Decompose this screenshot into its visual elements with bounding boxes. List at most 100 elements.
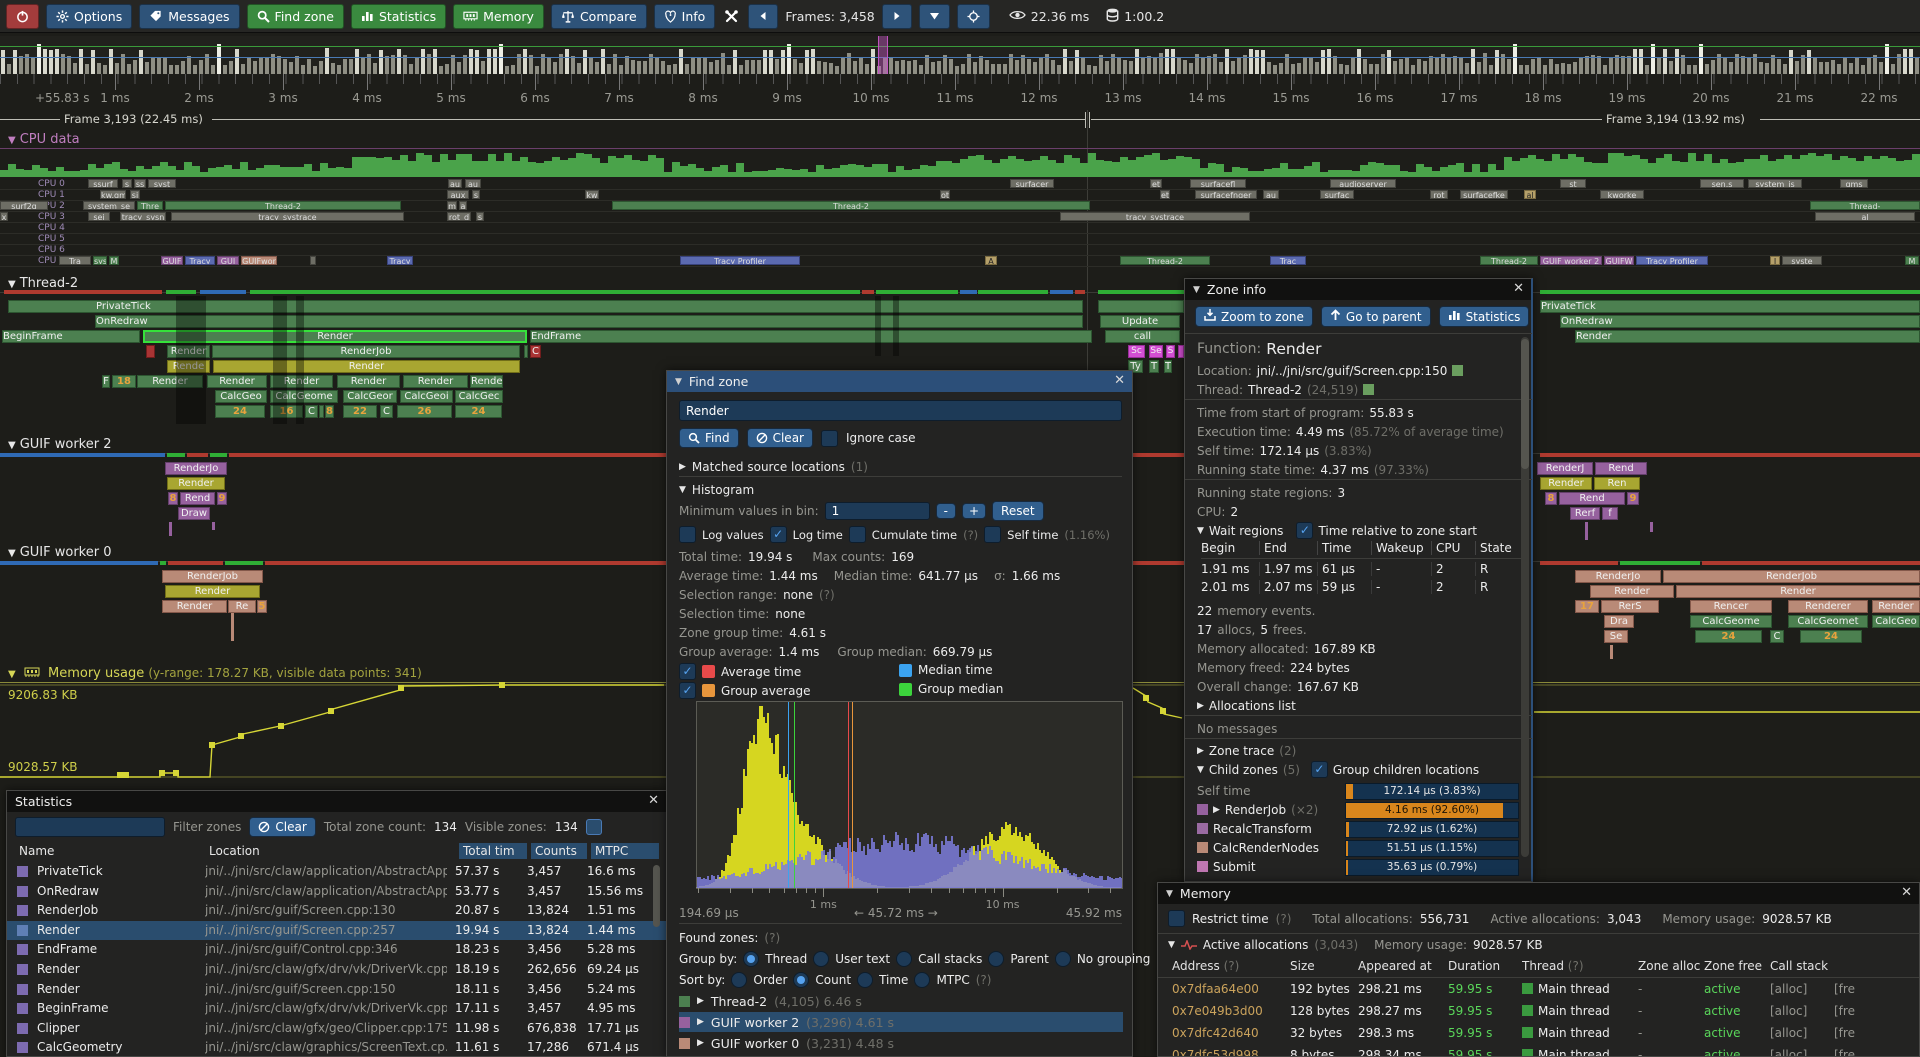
- frame-bar[interactable]: [763, 49, 767, 74]
- frame-bar[interactable]: [1759, 62, 1763, 74]
- frame-bar[interactable]: [1669, 60, 1673, 74]
- timeline-zone[interactable]: Rend: [1559, 492, 1625, 505]
- timeline-zone[interactable]: Render: [167, 477, 225, 490]
- frame-bar[interactable]: [1765, 63, 1769, 74]
- frame-bar[interactable]: [1531, 59, 1535, 74]
- frame-bar[interactable]: [1897, 53, 1901, 74]
- frame-bar[interactable]: [1645, 65, 1649, 74]
- frame-bar[interactable]: [67, 55, 71, 74]
- frame-bar[interactable]: [847, 53, 851, 74]
- timeline-zone[interactable]: Rencer: [1690, 600, 1772, 613]
- cpu-zone-block[interactable]: kworke: [1600, 190, 1644, 199]
- frame-bar[interactable]: [877, 65, 881, 74]
- frame-bar[interactable]: [337, 64, 341, 74]
- frame-bar[interactable]: [901, 60, 905, 74]
- frame-bar[interactable]: [1441, 53, 1445, 74]
- legend-checkbox[interactable]: ✓: [679, 663, 696, 680]
- cpu-zone-block[interactable]: au: [1263, 190, 1279, 199]
- frame-bar[interactable]: [271, 54, 275, 74]
- frame-bar[interactable]: [841, 57, 845, 74]
- child-zone-row[interactable]: RecalcTransform: [1197, 819, 1312, 838]
- cpu-zone-block[interactable]: gms: [1840, 179, 1868, 188]
- frame-bar[interactable]: [1393, 60, 1397, 74]
- frame-bar[interactable]: [1033, 61, 1037, 74]
- timeline-zone[interactable]: f: [1602, 507, 1618, 520]
- close-icon[interactable]: ✕: [1513, 281, 1524, 296]
- frame-bar[interactable]: [1447, 56, 1451, 74]
- frame-bar[interactable]: [625, 56, 629, 74]
- cpu-zone-block[interactable]: system_se: [83, 201, 135, 210]
- frame-bar[interactable]: [529, 54, 533, 74]
- cpu-zone-block[interactable]: [310, 256, 316, 265]
- frame-bar[interactable]: [307, 58, 311, 74]
- frame-bar[interactable]: [1567, 63, 1571, 74]
- timeline-zone[interactable]: Rend: [1595, 462, 1647, 475]
- mem-col-thread[interactable]: Thread (?): [1522, 959, 1584, 973]
- timeline-zone[interactable]: Render: [213, 360, 520, 373]
- frame-bar[interactable]: [1303, 58, 1307, 74]
- memory-row[interactable]: 0x7dfc53d998 8 bytes 298.34 ms 59.95 s Main …: [1172, 1046, 1917, 1056]
- cpu-zone-block[interactable]: ot: [940, 190, 950, 199]
- timeline-zone[interactable]: 18: [112, 375, 136, 388]
- frame-bar[interactable]: [367, 54, 371, 74]
- memory-title-bar[interactable]: ▼ Memory ✕: [1158, 883, 1919, 904]
- frame-bar[interactable]: [85, 64, 89, 74]
- zone-info-scrollbar[interactable]: [1521, 339, 1529, 469]
- frame-bar[interactable]: [409, 63, 413, 74]
- settings-square-icon[interactable]: [585, 819, 602, 835]
- frame-bar[interactable]: [811, 49, 815, 74]
- find-zone-title-bar[interactable]: ▼ Find zone ✕: [667, 371, 1132, 392]
- frame-bar[interactable]: [1633, 48, 1637, 74]
- statistics-button[interactable]: Statistics: [350, 3, 447, 29]
- frame-bar[interactable]: [115, 62, 119, 74]
- frame-bar[interactable]: [517, 53, 521, 74]
- frame-bar[interactable]: [1639, 48, 1643, 74]
- cpu-zone-block[interactable]: Thread-2: [165, 201, 401, 210]
- frame-bar[interactable]: [619, 64, 623, 74]
- mem-col-zone-free[interactable]: Zone free: [1704, 959, 1763, 973]
- frame-bar[interactable]: [499, 44, 503, 74]
- frame-bar[interactable]: [961, 64, 965, 74]
- timeline-zone[interactable]: 8: [1545, 492, 1557, 505]
- frame-bar[interactable]: [1771, 55, 1775, 74]
- frame-bar[interactable]: [835, 65, 839, 74]
- table-row[interactable]: PrivateTick jni/../jni/src/claw/applicati…: [7, 862, 668, 881]
- timeline-zone[interactable]: Update: [1100, 315, 1180, 328]
- timeline-zone[interactable]: Rende: [167, 360, 210, 373]
- frame-bar[interactable]: [43, 49, 47, 74]
- cpu-zone-block[interactable]: GUIF: [161, 256, 183, 265]
- frame-bar[interactable]: [1417, 59, 1421, 74]
- frame-bar[interactable]: [1015, 60, 1019, 74]
- frame-bar[interactable]: [1513, 44, 1517, 74]
- timeline-zone[interactable]: Render: [167, 345, 210, 358]
- cpu-zone-block[interactable]: I: [1770, 256, 1780, 265]
- frame-bar[interactable]: [601, 49, 605, 74]
- frame-bar[interactable]: [385, 55, 389, 74]
- timeline-zone[interactable]: CalcGeor: [343, 390, 397, 403]
- frame-bar[interactable]: [301, 65, 305, 74]
- child-zone-row[interactable]: Submit: [1197, 857, 1256, 876]
- found-zone-group[interactable]: ▶ GUIF worker 0 (3,231) 4.48 s: [679, 1033, 1123, 1053]
- frame-bar[interactable]: [883, 57, 887, 74]
- frame-bar[interactable]: [7, 64, 11, 74]
- timeline-zone[interactable]: 5: [257, 600, 267, 613]
- frame-bar[interactable]: [919, 65, 923, 74]
- frame-bar[interactable]: [181, 61, 185, 74]
- frame-bar[interactable]: [1699, 44, 1703, 74]
- frame-bar[interactable]: [889, 58, 893, 74]
- frame-bar[interactable]: [715, 59, 719, 74]
- log-values-checkbox[interactable]: [679, 526, 696, 543]
- frame-bar[interactable]: [1597, 56, 1601, 74]
- child-zone-row[interactable]: Self time: [1197, 781, 1250, 800]
- prev-frame-button[interactable]: [748, 3, 779, 29]
- timeline-zone[interactable]: F: [102, 375, 110, 388]
- frame-bar[interactable]: [91, 50, 95, 74]
- power-button[interactable]: [6, 3, 39, 29]
- cpu-zone-block[interactable]: Tracy: [387, 256, 413, 265]
- messages-button[interactable]: Messages: [139, 3, 240, 29]
- histogram-section-toggle[interactable]: ▼ Histogram: [679, 482, 755, 497]
- frame-bar[interactable]: [295, 56, 299, 74]
- mem-col-size[interactable]: Size: [1290, 959, 1315, 973]
- close-icon[interactable]: ✕: [648, 793, 659, 808]
- frame-bar[interactable]: [1591, 54, 1595, 74]
